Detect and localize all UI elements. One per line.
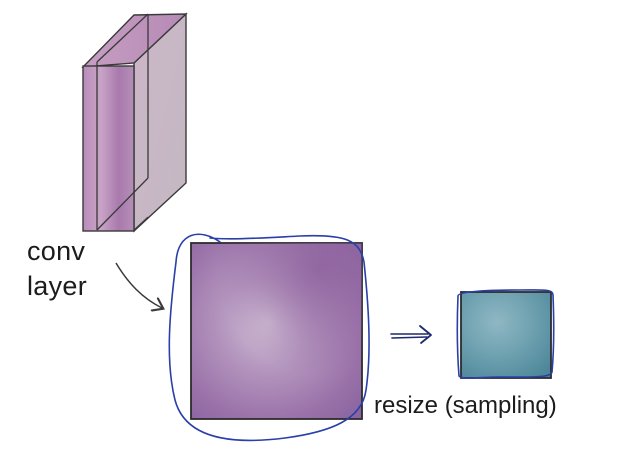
resize-sampling-label: resize (sampling) bbox=[374, 392, 557, 419]
conv-block-slice-line bbox=[133, 216, 149, 231]
resize-arrow-head bbox=[419, 325, 432, 344]
conv-block-front-face bbox=[82, 65, 135, 232]
pen-square-outline bbox=[456, 289, 555, 379]
conv-block-slice-line bbox=[96, 177, 149, 231]
conv-layer-label-line2: layer bbox=[27, 271, 88, 301]
conv-layer-block bbox=[81, 12, 188, 233]
conv-block-top-face bbox=[81, 13, 188, 68]
resized-map-square bbox=[460, 291, 552, 379]
curved-arrow bbox=[115, 262, 162, 308]
conv-block-slice-line bbox=[96, 13, 149, 63]
pen-circle bbox=[168, 233, 370, 442]
resized-map bbox=[456, 289, 555, 379]
feature-map-wash bbox=[191, 243, 362, 419]
resize-arrow bbox=[390, 325, 432, 344]
feature-map bbox=[168, 233, 370, 442]
resize-arrow-shaft bbox=[390, 333, 429, 339]
conv-layer-label-line1: conv bbox=[27, 236, 86, 266]
